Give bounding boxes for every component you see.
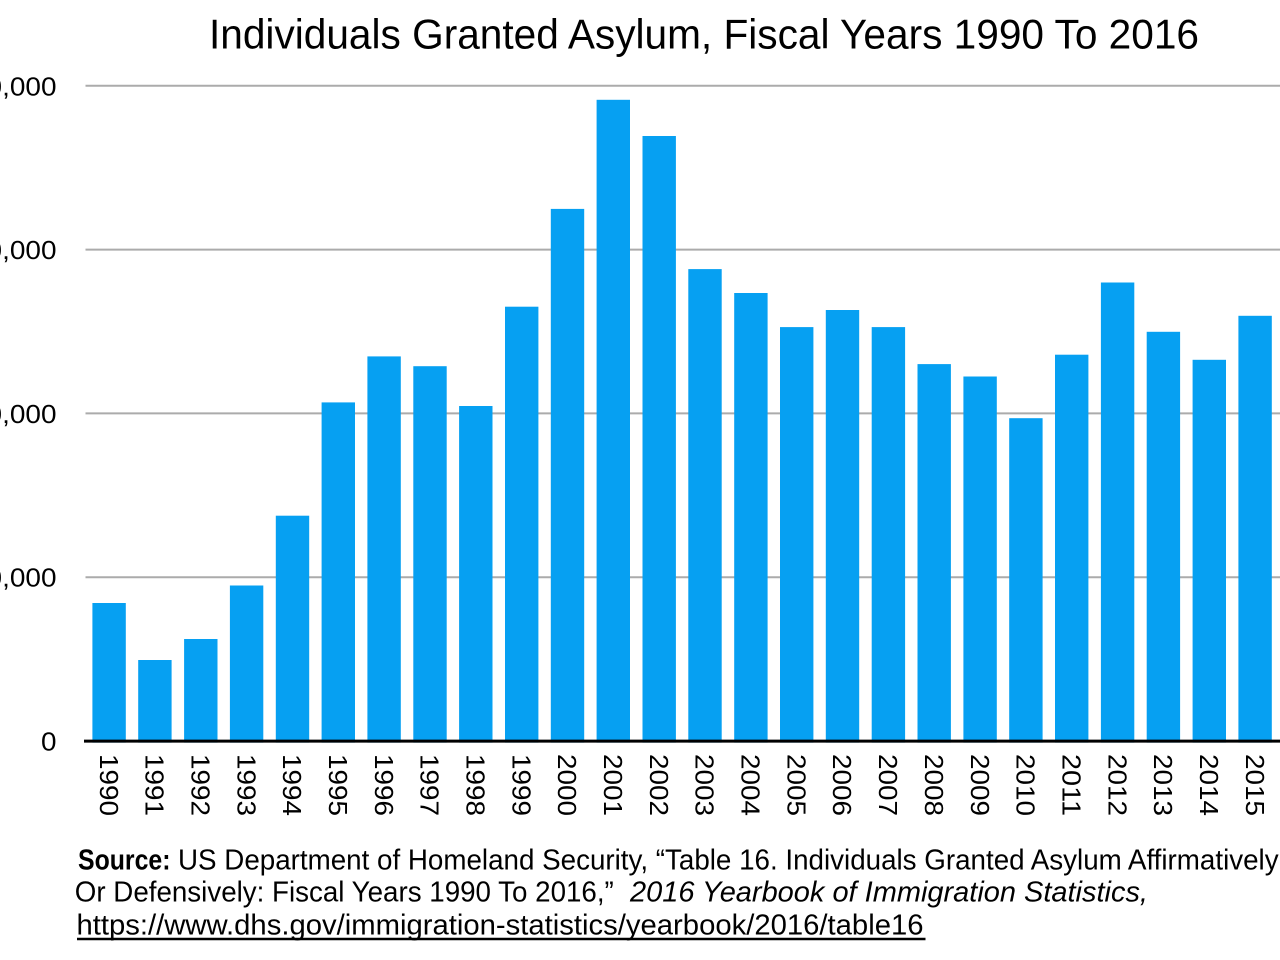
- svg-text:Or Defensively: Fiscal Years 1: Or Defensively: Fiscal Years 1990 To 201…: [75, 877, 614, 909]
- svg-text:Source:: Source:: [78, 845, 171, 877]
- svg-text:2008: 2008: [919, 754, 949, 816]
- svg-text:1999: 1999: [506, 754, 536, 816]
- svg-text:2011: 2011: [1056, 754, 1086, 816]
- svg-text:1991: 1991: [140, 754, 170, 816]
- svg-text:1993: 1993: [231, 754, 261, 816]
- svg-text:2002: 2002: [644, 754, 674, 816]
- svg-text:2013: 2013: [1148, 754, 1178, 816]
- svg-text:1994: 1994: [277, 754, 307, 816]
- svg-text:20,000: 20,000: [0, 399, 57, 429]
- svg-text:1992: 1992: [186, 754, 216, 816]
- svg-text:2006: 2006: [827, 754, 857, 816]
- svg-text:2004: 2004: [736, 754, 766, 816]
- svg-text:2000: 2000: [552, 754, 582, 816]
- svg-text:40,000: 40,000: [0, 71, 57, 101]
- svg-text:2001: 2001: [598, 754, 628, 816]
- svg-text:10,000: 10,000: [0, 563, 57, 593]
- svg-text:1990: 1990: [94, 754, 124, 816]
- svg-text:1997: 1997: [415, 754, 445, 816]
- svg-text:2012: 2012: [1102, 754, 1132, 816]
- svg-text:2009: 2009: [965, 754, 995, 816]
- svg-text:2010: 2010: [1011, 754, 1041, 816]
- svg-text:US Department of Homeland Secu: US Department of Homeland Security, “Tab…: [178, 845, 1279, 877]
- svg-text:1995: 1995: [323, 754, 353, 816]
- svg-text:0: 0: [41, 727, 57, 757]
- svg-text:Individuals Granted Asylum, Fi: Individuals Granted Asylum, Fiscal Years…: [209, 10, 1199, 57]
- svg-text:2015: 2015: [1240, 754, 1270, 816]
- svg-text:2007: 2007: [873, 754, 903, 816]
- svg-text:2005: 2005: [781, 754, 811, 816]
- svg-text:https://www.dhs.gov/immigratio: https://www.dhs.gov/immigration-statisti…: [77, 910, 924, 942]
- svg-text:1998: 1998: [461, 754, 491, 816]
- svg-text:2003: 2003: [690, 754, 720, 816]
- svg-text:2016 Yearbook of Immigration S: 2016 Yearbook of Immigration Statistics,: [629, 877, 1148, 909]
- svg-text:2014: 2014: [1194, 754, 1224, 816]
- svg-text:30,000: 30,000: [0, 235, 57, 265]
- svg-text:1996: 1996: [369, 754, 399, 816]
